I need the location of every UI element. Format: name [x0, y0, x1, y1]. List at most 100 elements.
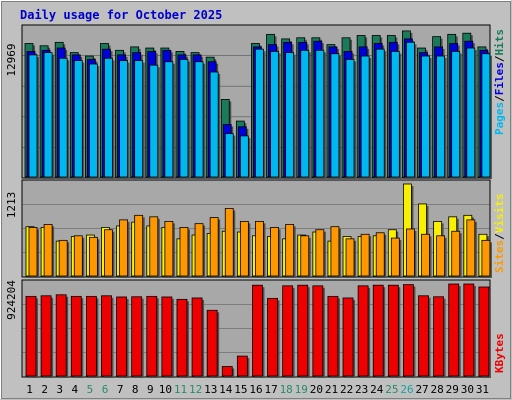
legend-sep: /	[493, 55, 506, 62]
x-label-day-13: 13	[204, 383, 217, 396]
bar-kbytes-day-31	[478, 286, 490, 377]
bar-sites-day-20	[315, 229, 325, 277]
x-label-day-28: 28	[431, 383, 444, 396]
bar-sites-day-4	[73, 235, 83, 277]
bar-kbytes-day-16	[252, 284, 263, 377]
bar-sites-day-13	[209, 217, 219, 277]
y-max-label-visits-sites: 1213	[5, 192, 18, 219]
bar-sites-day-3	[58, 239, 68, 277]
bar-pages-day-31	[481, 53, 491, 178]
x-label-day-25: 25	[385, 383, 398, 396]
x-label-day-14: 14	[219, 383, 233, 396]
x-label-day-24: 24	[370, 383, 384, 396]
bar-kbytes-day-2	[40, 295, 52, 377]
bar-sites-day-10	[164, 220, 174, 277]
bar-sites-day-11	[179, 227, 189, 277]
bar-sites-day-24	[375, 232, 385, 277]
bar-kbytes-day-17	[267, 297, 278, 377]
x-label-day-30: 30	[461, 383, 474, 396]
bar-kbytes-day-5	[85, 295, 97, 377]
bar-pages-day-1	[28, 54, 38, 178]
bar-pages-day-27	[421, 55, 430, 178]
bar-sites-day-14	[224, 208, 234, 277]
bar-pages-day-8	[134, 60, 144, 178]
legend-kbytes: KBytes	[493, 333, 506, 373]
bar-sites-day-7	[119, 219, 128, 277]
bar-kbytes-day-30	[463, 283, 475, 377]
legend-sep: /	[493, 95, 506, 102]
x-label-day-1: 1	[26, 383, 33, 396]
x-label-day-8: 8	[132, 383, 139, 396]
bar-sites-day-31	[481, 239, 491, 277]
x-label-day-29: 29	[446, 383, 459, 396]
x-label-day-22: 22	[340, 383, 353, 396]
x-label-day-5: 5	[87, 383, 94, 396]
bar-pages-day-5	[88, 63, 98, 178]
x-day-labels: 1 2 3 4 5 6 7 8 9 10 11 12 13 14 15 16 17 18 19 20 21 22 23 24 2…	[26, 383, 489, 396]
x-label-day-21: 21	[325, 383, 338, 396]
legend-visits-sites: Sites/Visits	[493, 194, 506, 274]
bar-sites-day-2	[43, 224, 53, 277]
y-max-labels: 12969 1213 924204	[5, 43, 18, 319]
bar-kbytes-day-11	[176, 298, 188, 377]
chart-title: Daily usage for October 2025	[20, 8, 222, 22]
x-label-day-15: 15	[234, 383, 247, 396]
bar-sites-day-29	[451, 230, 461, 277]
bar-pages-day-10	[164, 61, 174, 178]
bar-kbytes-day-22	[342, 297, 354, 377]
bar-pages-day-17	[270, 51, 279, 178]
bar-sites-day-8	[134, 214, 144, 277]
bar-kbytes-day-29	[448, 283, 460, 377]
bar-kbytes-day-6	[101, 295, 112, 377]
legend-hits-files-pages: Pages/Files/Hits	[493, 29, 506, 135]
x-label-day-2: 2	[41, 383, 48, 396]
bar-pages-day-3	[58, 57, 68, 178]
legend-pages: Pages	[493, 102, 506, 135]
x-label-day-27: 27	[415, 383, 428, 396]
bar-pages-day-20	[315, 49, 325, 178]
bar-sites-day-17	[270, 227, 279, 277]
bar-pages-day-23	[360, 55, 370, 178]
bar-pages-day-29	[451, 51, 461, 178]
bar-kbytes-day-4	[70, 295, 82, 377]
bar-kbytes-day-24	[372, 284, 384, 377]
bar-pages-day-15	[239, 135, 249, 178]
bar-sites-day-12	[194, 223, 204, 277]
bar-kbytes-day-1	[25, 295, 37, 377]
x-label-day-3: 3	[56, 383, 63, 396]
legend-kbytes: KBytes	[493, 333, 506, 373]
bar-pages-day-28	[436, 55, 446, 178]
bar-pages-day-9	[149, 64, 159, 178]
x-label-day-20: 20	[310, 383, 323, 396]
bar-kbytes-day-15	[236, 355, 248, 377]
x-label-day-17: 17	[264, 383, 277, 396]
bar-sites-day-1	[28, 227, 38, 277]
bar-pages-day-6	[104, 57, 113, 178]
bar-kbytes-day-25	[387, 284, 399, 377]
bar-sites-day-18	[285, 224, 295, 277]
bar-kbytes-day-3	[55, 294, 67, 377]
legend-visits: Visits	[493, 194, 506, 234]
bar-sites-day-30	[466, 219, 476, 277]
x-label-day-10: 10	[159, 383, 172, 396]
bar-sites-day-23	[360, 233, 370, 277]
bar-pages-day-19	[300, 49, 310, 178]
legend-files: Files	[493, 62, 506, 95]
bar-pages-day-22	[345, 59, 355, 178]
x-label-day-16: 16	[249, 383, 262, 396]
x-label-day-23: 23	[355, 383, 368, 396]
x-label-day-9: 9	[147, 383, 154, 396]
bar-pages-day-16	[255, 48, 264, 178]
bar-sites-day-15	[239, 220, 249, 277]
bar-sites-day-19	[300, 235, 310, 277]
bar-kbytes-day-23	[357, 285, 369, 377]
bar-sites-day-21	[330, 226, 340, 277]
bar-pages-day-11	[179, 59, 189, 178]
x-label-day-18: 18	[280, 383, 293, 396]
bar-pages-day-25	[390, 51, 400, 178]
x-label-day-4: 4	[72, 383, 79, 396]
bar-kbytes-day-21	[327, 295, 339, 377]
bar-sites-day-26	[406, 228, 415, 277]
x-label-day-26: 26	[400, 383, 413, 396]
bar-kbytes-day-19	[297, 284, 309, 377]
